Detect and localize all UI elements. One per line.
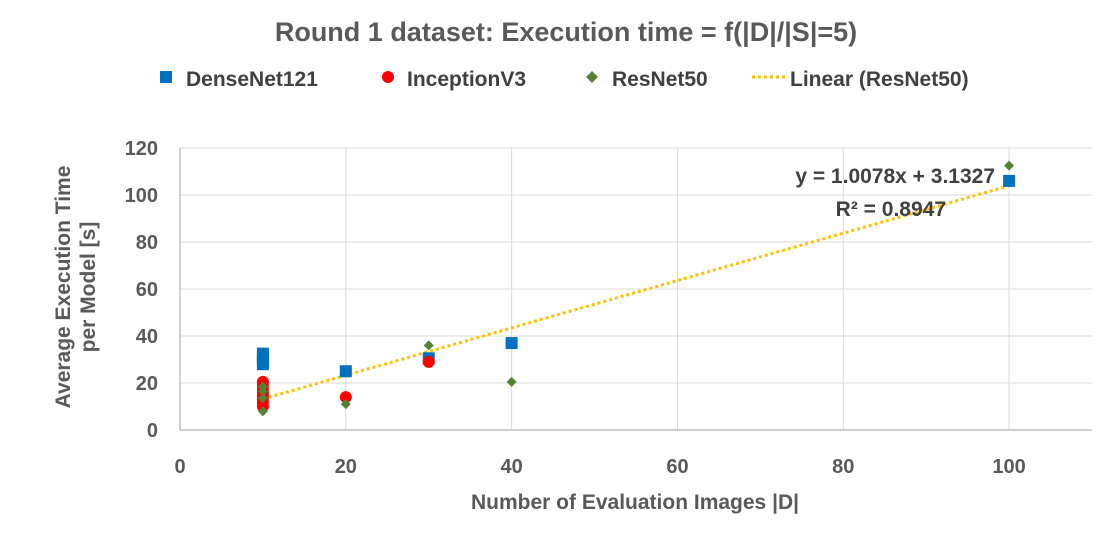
chart-title: Round 1 dataset: Execution time = f(|D|/… <box>275 17 857 47</box>
point-resnet50 <box>506 376 517 387</box>
legend-label-trendline: Linear (ResNet50) <box>790 68 969 91</box>
point-inceptionv3 <box>422 355 435 368</box>
y-axis-label-line1: Average Execution Time <box>52 166 75 409</box>
point-resnet50 <box>257 381 268 392</box>
x-axis-label: Number of Evaluation Images |D| <box>471 491 799 514</box>
data-points <box>256 160 1016 417</box>
x-tick-label: 20 <box>335 456 357 478</box>
tick-labels: 0 20 40 60 80 100 120 0 20 40 60 80 100 <box>125 138 1026 478</box>
x-tick-label: 60 <box>666 456 688 478</box>
point-resnet50 <box>340 399 351 410</box>
x-tick-label: 0 <box>174 456 185 478</box>
point-resnet50 <box>1004 160 1015 171</box>
legend-marker-inceptionv3 <box>382 71 394 83</box>
trendline-r2: R² = 0.8947 <box>836 198 946 221</box>
point-resnet50 <box>423 340 434 351</box>
point-resnet50 <box>257 393 268 404</box>
point-densenet121 <box>256 347 269 360</box>
point-resnet50 <box>257 406 268 417</box>
y-tick-label: 60 <box>136 279 158 301</box>
trendline-equation: y = 1.0078x + 3.1327 <box>795 165 995 188</box>
point-densenet121 <box>505 337 518 350</box>
point-densenet121 <box>1003 174 1016 187</box>
legend-marker-densenet121 <box>160 71 172 83</box>
y-axis-label-line2: per Model [s] <box>77 222 100 353</box>
legend-label-resnet50: ResNet50 <box>612 68 708 91</box>
legend: DenseNet121 InceptionV3 ResNet50 Linear … <box>160 68 969 91</box>
legend-label-inceptionv3: InceptionV3 <box>407 68 526 91</box>
y-tick-label: 0 <box>147 420 158 442</box>
x-tick-label: 100 <box>992 456 1025 478</box>
legend-marker-resnet50 <box>586 71 598 83</box>
legend-label-densenet121: DenseNet121 <box>186 68 318 91</box>
point-densenet121 <box>339 365 352 378</box>
y-tick-label: 40 <box>136 326 158 348</box>
y-tick-label: 100 <box>125 185 158 207</box>
y-tick-label: 120 <box>125 138 158 160</box>
x-tick-label: 40 <box>501 456 523 478</box>
gridlines <box>180 147 1092 430</box>
x-tick-label: 80 <box>832 456 854 478</box>
y-tick-label: 80 <box>136 232 158 254</box>
axes <box>179 148 1092 431</box>
y-tick-label: 20 <box>136 373 158 395</box>
point-inceptionv3 <box>339 391 352 404</box>
